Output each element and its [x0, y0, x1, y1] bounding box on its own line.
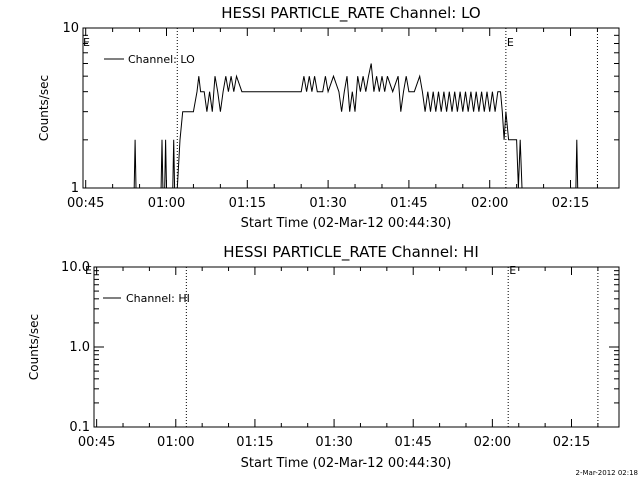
- x-tick-label: 02:00: [471, 196, 508, 211]
- y-tick-labels: 0.1 1.0 10.0: [61, 260, 90, 435]
- series-line: [133, 63, 579, 189]
- edge-marker-left: E: [85, 264, 92, 277]
- y-axis-label: Counts/sec: [27, 314, 41, 380]
- x-tick-label: 02:15: [552, 196, 589, 211]
- panel-lo: HESSI PARTICLE_RATE Channel: LO Counts/s…: [37, 4, 620, 231]
- x-tick-label: 01:15: [229, 196, 266, 211]
- y-tick-label: 1.0: [69, 340, 90, 355]
- x-tick-label: 01:30: [309, 196, 346, 211]
- chart-title: HESSI PARTICLE_RATE Channel: HI: [223, 243, 479, 262]
- time-marker-label: E: [509, 264, 516, 277]
- x-tick-label: 01:00: [148, 196, 185, 211]
- chart-title: HESSI PARTICLE_RATE Channel: LO: [221, 4, 480, 23]
- x-tick-labels: 00:45 01:00 01:15 01:30 01:45 02:00 02:15: [78, 435, 590, 450]
- x-tick-label: 00:45: [78, 435, 115, 450]
- plot-frame: [82, 27, 620, 189]
- panel-hi: HESSI PARTICLE_RATE Channel: HI Counts/s…: [27, 243, 620, 471]
- x-tick-label: 02:15: [553, 435, 590, 450]
- legend-label: Channel: LO: [128, 53, 195, 66]
- edge-marker-left: E: [83, 36, 90, 49]
- time-markers: E: [185, 264, 599, 427]
- x-tick-label: 02:00: [474, 435, 511, 450]
- x-tick-label: 01:15: [236, 435, 273, 450]
- x-tick-label: 01:30: [315, 435, 352, 450]
- x-tick-label: 01:00: [157, 435, 194, 450]
- timestamp: 2-Mar-2012 02:18: [576, 469, 638, 477]
- y-tick-label: 10.0: [61, 260, 90, 275]
- legend-label: Channel: HI: [126, 292, 190, 305]
- y-axis-label: Counts/sec: [37, 75, 51, 141]
- plot-frame: [93, 266, 620, 428]
- legend: Channel: HI: [103, 292, 190, 305]
- x-tick-labels: 00:45 01:00 01:15 01:30 01:45 02:00 02:15: [67, 196, 589, 211]
- x-tick-label: 00:45: [67, 196, 104, 211]
- y-tick-label: 0.1: [69, 420, 90, 435]
- series-group: [133, 63, 579, 189]
- x-axis-label: Start Time (02-Mar-12 00:44:30): [241, 456, 452, 471]
- axis-ticks: [83, 27, 619, 189]
- x-tick-label: 01:45: [390, 196, 427, 211]
- axis-ticks: [94, 266, 619, 428]
- y-tick-label: 10: [62, 21, 79, 36]
- time-marker-label: E: [507, 36, 514, 49]
- time-markers: E: [176, 28, 598, 188]
- y-tick-label: 1: [71, 181, 79, 196]
- y-tick-labels: 1 10: [62, 21, 79, 196]
- x-axis-label: Start Time (02-Mar-12 00:44:30): [241, 216, 452, 231]
- x-tick-label: 01:45: [394, 435, 431, 450]
- legend: Channel: LO: [104, 53, 195, 66]
